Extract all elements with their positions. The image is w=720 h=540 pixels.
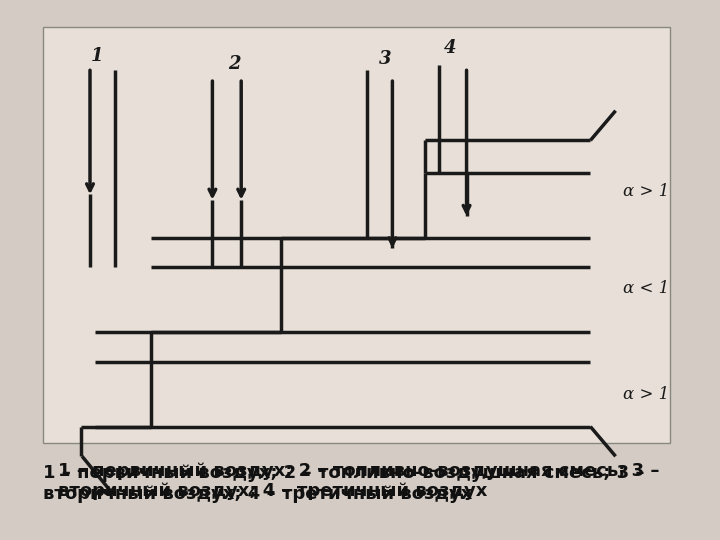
Text: 1: 1: [91, 47, 104, 65]
Text: 1 – первичный воздух; 2 – топливно-воздушная смесь; 3 – вторичный воздух; 4 – тр: 1 – первичный воздух; 2 – топливно-возду…: [58, 462, 659, 501]
Bar: [43, 27, 670, 443]
Text: 3: 3: [379, 50, 392, 68]
Text: 4: 4: [444, 39, 456, 57]
Text: α < 1: α < 1: [623, 280, 669, 298]
Text: α > 1: α > 1: [623, 386, 669, 403]
Text: 2: 2: [228, 55, 240, 73]
Text: 1 – первичный воздух; 2 – топливно-воздушная смесь; 3 – вторичный воздух; 4 – тр: 1 – первичный воздух; 2 – топливно-возду…: [43, 464, 644, 503]
Text: α > 1: α > 1: [623, 183, 669, 200]
